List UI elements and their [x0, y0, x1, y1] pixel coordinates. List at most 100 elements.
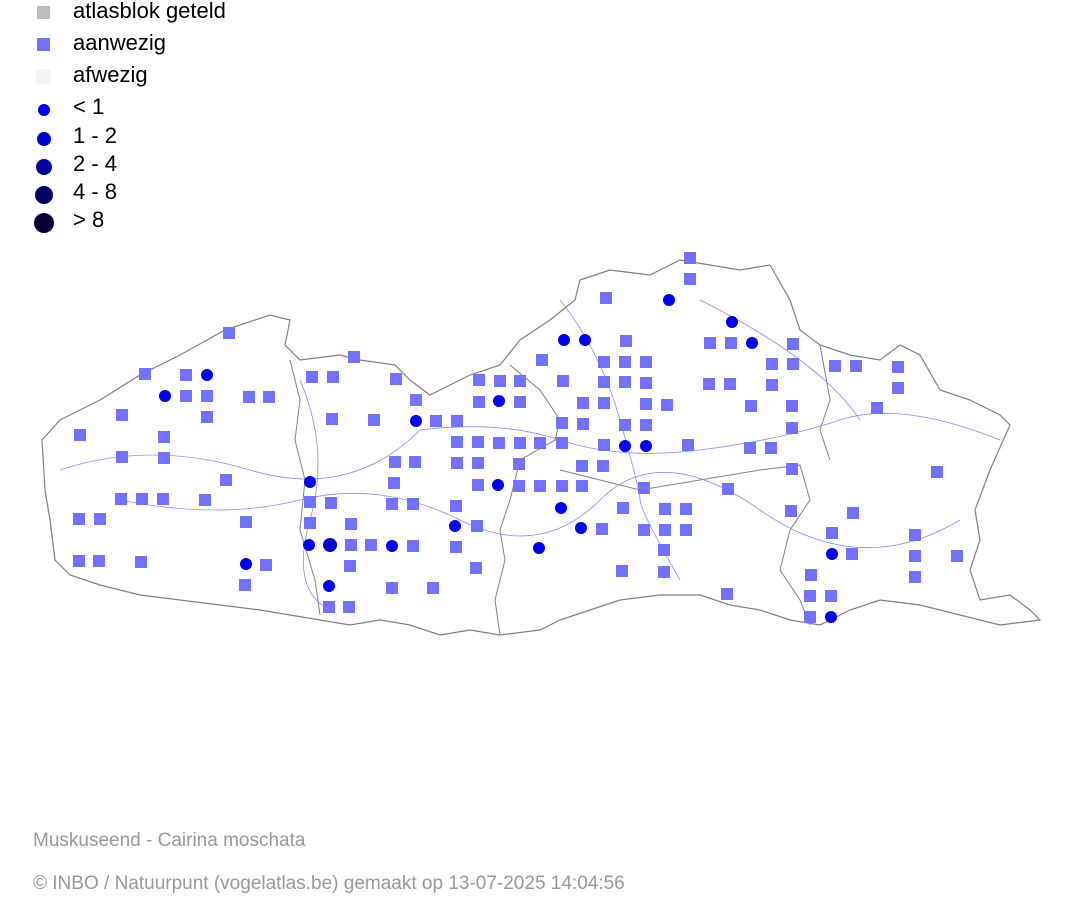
presence-square: [931, 466, 943, 478]
presence-square: [304, 517, 316, 529]
count-dot: [575, 522, 587, 534]
presence-square: [909, 550, 921, 562]
legend-circle: [38, 104, 50, 116]
legend-circle: [34, 213, 54, 233]
region-border: [41, 259, 1042, 636]
presence-square: [638, 482, 650, 494]
presence-square: [598, 376, 610, 388]
presence-square: [472, 479, 484, 491]
legend-circle: [36, 159, 52, 175]
presence-square: [514, 396, 526, 408]
presence-square: [409, 456, 421, 468]
presence-square: [116, 409, 128, 421]
presence-square: [201, 390, 213, 402]
legend: atlasblok geteld aanwezig afwezig < 1 1 - 2 2…: [34, 0, 226, 233]
presence-square: [534, 437, 546, 449]
presence-square: [680, 503, 692, 515]
presence-square: [348, 351, 360, 363]
count-dot: [449, 520, 461, 532]
presence-square: [472, 457, 484, 469]
presence-square: [327, 371, 339, 383]
presence-square: [620, 335, 632, 347]
presence-square: [534, 480, 546, 492]
presence-square: [344, 560, 356, 572]
presence-square: [306, 371, 318, 383]
presence-square: [659, 503, 671, 515]
legend-square: [37, 6, 50, 19]
legend-label: afwezig: [73, 62, 148, 87]
presence-square: [598, 356, 610, 368]
count-dot: [323, 538, 337, 552]
presence-square: [389, 456, 401, 468]
presence-square: [74, 429, 86, 441]
presence-square: [493, 437, 505, 449]
credit: © INBO / Natuurpunt (vogelatlas.be) gema…: [33, 873, 625, 894]
presence-square: [640, 377, 652, 389]
presence-square: [513, 480, 525, 492]
count-dot: [493, 395, 505, 407]
count-dot: [492, 479, 504, 491]
presence-square: [951, 550, 963, 562]
presence-square: [766, 379, 778, 391]
presence-square: [494, 375, 506, 387]
presence-square: [470, 562, 482, 574]
count-dot: [558, 334, 570, 346]
presence-square: [785, 505, 797, 517]
presence-square: [368, 414, 380, 426]
presence-square: [386, 582, 398, 594]
presence-square: [617, 502, 629, 514]
count-dot: [323, 580, 335, 592]
presence-square: [786, 400, 798, 412]
presence-square: [473, 396, 485, 408]
count-dots: [159, 294, 838, 623]
map: [41, 252, 1042, 636]
presence-square: [514, 437, 526, 449]
presence-square: [239, 579, 251, 591]
presence-square: [473, 374, 485, 386]
presence-square: [850, 360, 862, 372]
presence-square: [703, 378, 715, 390]
presence-square: [325, 497, 337, 509]
presence-square: [116, 451, 128, 463]
presence-square: [721, 588, 733, 600]
presence-square: [157, 493, 169, 505]
presence-square: [661, 399, 673, 411]
legend-label: > 8: [73, 207, 104, 232]
count-dot: [825, 611, 837, 623]
presence-square: [597, 460, 609, 472]
presence-square: [871, 402, 883, 414]
presence-square: [786, 463, 798, 475]
legend-label: aanwezig: [73, 30, 166, 55]
presence-square: [557, 375, 569, 387]
presence-square: [616, 565, 628, 577]
presence-square: [600, 292, 612, 304]
presence-square: [345, 539, 357, 551]
presence-square: [804, 611, 816, 623]
presence-square: [766, 358, 778, 370]
presence-square: [135, 556, 147, 568]
count-dot: [201, 369, 213, 381]
legend-circle: [37, 132, 51, 146]
presence-square: [684, 273, 696, 285]
rivers: [59, 299, 1001, 611]
presence-square: [640, 419, 652, 431]
presence-square: [263, 391, 275, 403]
presence-square: [786, 422, 798, 434]
presence-square: [158, 452, 170, 464]
presence-square: [472, 436, 484, 448]
presence-square: [158, 431, 170, 443]
presence-square: [220, 474, 232, 486]
presence-square: [345, 518, 357, 530]
presence-square: [427, 582, 439, 594]
count-dot: [663, 294, 675, 306]
presence-square: [577, 397, 589, 409]
presence-square: [365, 539, 377, 551]
presence-square: [199, 494, 211, 506]
presence-square: [556, 480, 568, 492]
presence-square: [304, 496, 316, 508]
presence-square: [139, 368, 151, 380]
count-dot: [159, 390, 171, 402]
presence-square: [659, 524, 671, 536]
count-dot: [533, 542, 545, 554]
